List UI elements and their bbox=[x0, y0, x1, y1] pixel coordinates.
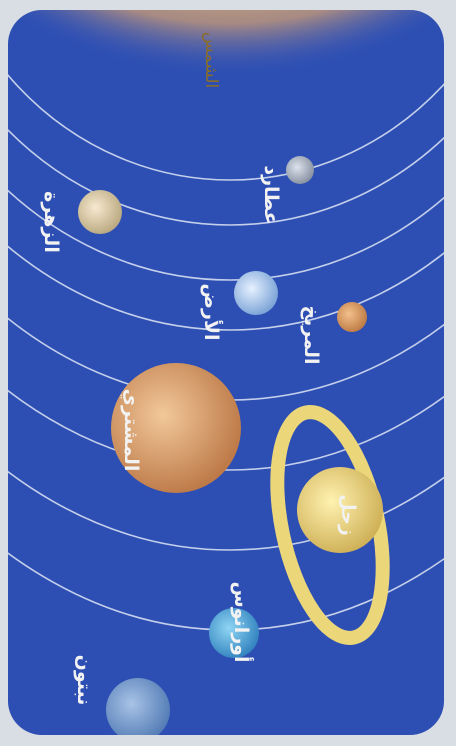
planet-label: أورانوس bbox=[230, 581, 254, 662]
planet-label: المريخ bbox=[300, 305, 322, 364]
planet-label: الزهرة bbox=[40, 191, 62, 253]
planet-label: الأرض bbox=[200, 283, 223, 340]
solar-system: الشمس عطارد الزهرة الأرض المريخ المشتري … bbox=[0, 0, 456, 746]
planet-label: زحل bbox=[337, 494, 359, 536]
card bbox=[0, 0, 456, 746]
earth bbox=[234, 271, 278, 315]
mercury bbox=[286, 156, 314, 184]
mars bbox=[337, 302, 367, 332]
planet-label: المشتري bbox=[119, 389, 142, 472]
planet-label: عطارد bbox=[260, 165, 282, 224]
venus bbox=[78, 190, 122, 234]
neptune bbox=[106, 678, 170, 742]
planet-label: نبتون bbox=[73, 655, 95, 706]
sun-label: الشمس bbox=[201, 32, 221, 89]
